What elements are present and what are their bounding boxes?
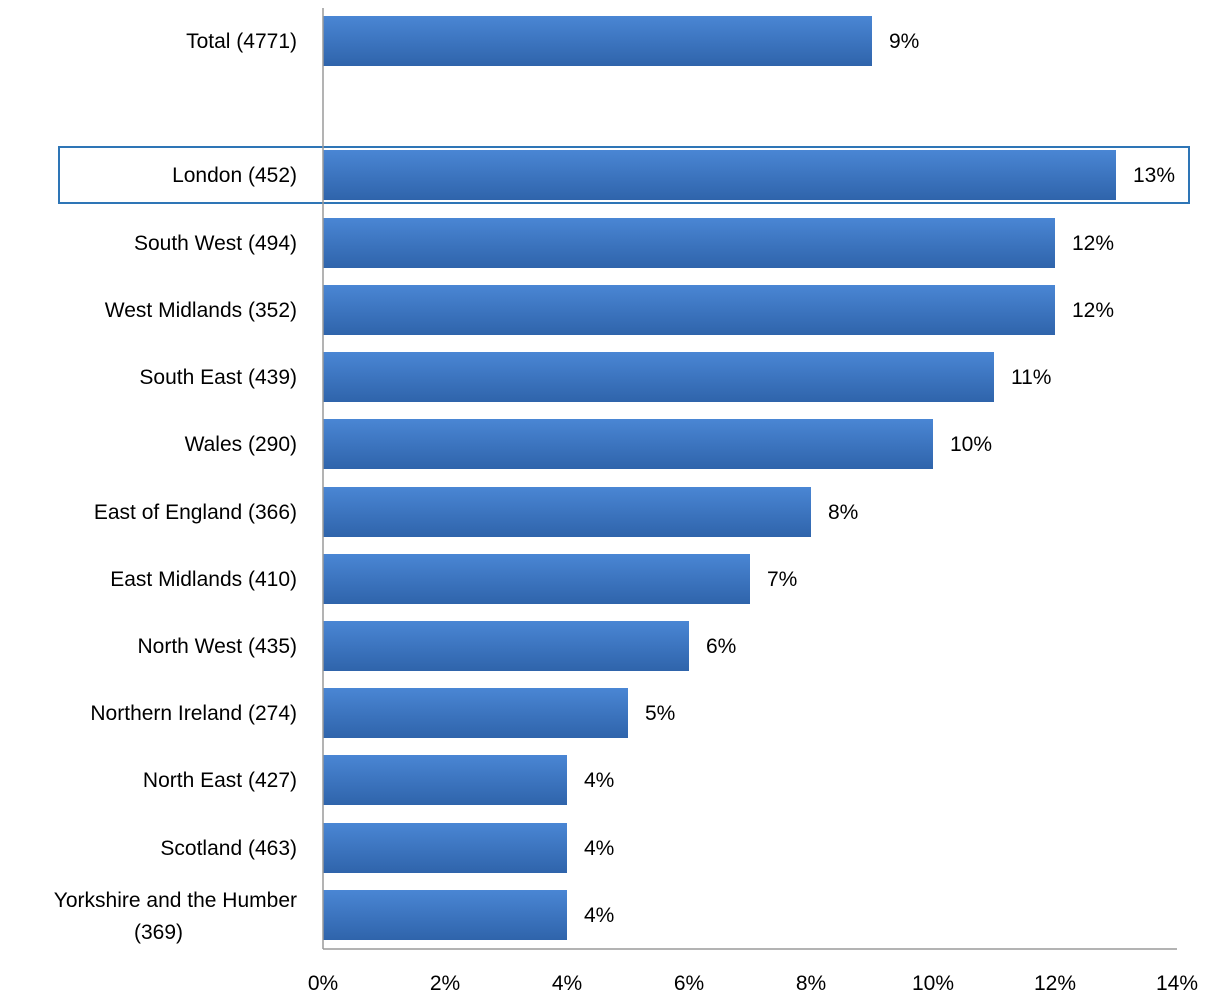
x-tick-label: 6% (674, 972, 704, 995)
bar (323, 688, 628, 738)
category-label: Yorkshire and the Humber (369) (54, 889, 297, 944)
value-label: 11% (1011, 366, 1051, 389)
category-label: Wales (290) (185, 433, 297, 456)
x-tick-label: 12% (1034, 972, 1076, 995)
value-label: 4% (584, 769, 614, 792)
bar (323, 823, 567, 873)
category-label: North West (435) (138, 635, 298, 658)
value-label: 10% (950, 433, 992, 456)
category-label: East of England (366) (94, 501, 297, 524)
bar (323, 150, 1116, 200)
highlight-box (58, 146, 1190, 204)
value-label: 12% (1072, 299, 1114, 322)
bar (323, 890, 567, 940)
bar (323, 285, 1055, 335)
value-label: 13% (1133, 164, 1175, 187)
value-label: 12% (1072, 232, 1114, 255)
value-label: 9% (889, 30, 919, 53)
bar (323, 487, 811, 537)
x-tick-label: 14% (1156, 972, 1198, 995)
value-label: 4% (584, 904, 614, 927)
bar (323, 352, 994, 402)
x-tick-label: 0% (308, 972, 338, 995)
category-label: Northern Ireland (274) (90, 702, 297, 725)
value-label: 6% (706, 635, 736, 658)
bar (323, 16, 872, 66)
bar (323, 419, 933, 469)
category-label: Total (4771) (186, 30, 297, 53)
bar (323, 755, 567, 805)
x-tick-label: 8% (796, 972, 826, 995)
value-label: 8% (828, 501, 858, 524)
x-tick-label: 10% (912, 972, 954, 995)
category-label: South West (494) (134, 232, 297, 255)
value-label: 4% (584, 837, 614, 860)
bar (323, 621, 689, 671)
category-label: South East (439) (139, 366, 297, 389)
x-tick-label: 4% (552, 972, 582, 995)
category-label: London (452) (172, 164, 297, 187)
category-label: East Midlands (410) (110, 568, 297, 591)
bar (323, 554, 750, 604)
category-label: West Midlands (352) (105, 299, 297, 322)
category-label: North East (427) (143, 769, 297, 792)
category-label: Scotland (463) (160, 837, 297, 860)
value-label: 7% (767, 568, 797, 591)
bar (323, 218, 1055, 268)
x-tick-label: 2% (430, 972, 460, 995)
value-label: 5% (645, 702, 675, 725)
